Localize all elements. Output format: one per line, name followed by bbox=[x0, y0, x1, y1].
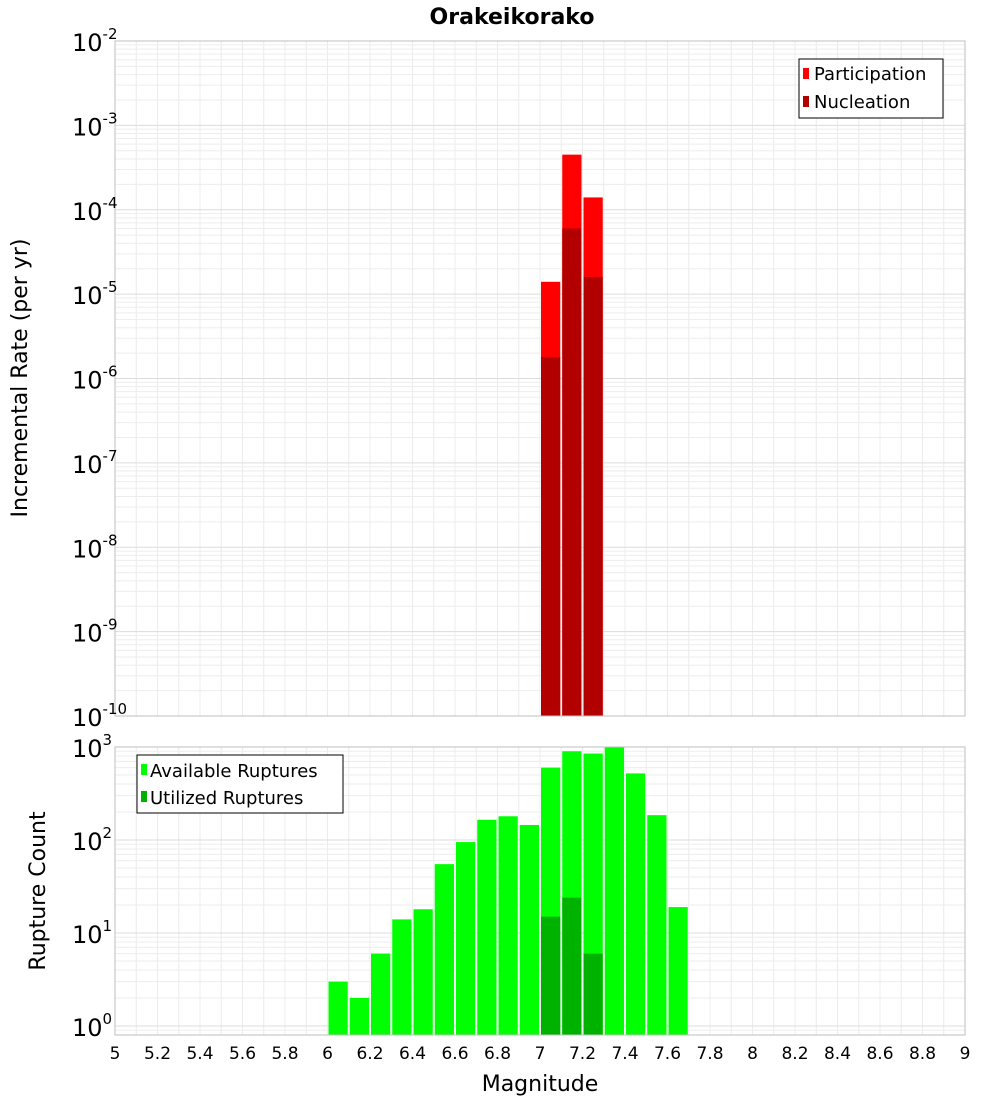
count-bar-utilized-ruptures bbox=[541, 916, 561, 1035]
rate-legend: Participation Nucleation bbox=[798, 58, 944, 119]
rate-grid bbox=[114, 40, 966, 717]
count-bar-available-ruptures bbox=[456, 842, 476, 1035]
magnitude-x-tick-label: 7.2 bbox=[569, 1044, 596, 1064]
rate-y-tick-label: 10-10 bbox=[72, 700, 127, 732]
count-y-ticks: 103 102 101 100 bbox=[72, 731, 112, 1042]
magnitude-x-tick-label: 5.8 bbox=[271, 1044, 298, 1064]
magnitude-x-tick-label: 7 bbox=[535, 1044, 546, 1064]
count-bar-available-ruptures bbox=[328, 981, 348, 1035]
count-bar-utilized-ruptures bbox=[562, 897, 582, 1035]
magnitude-x-tick-label: 6.6 bbox=[441, 1044, 468, 1064]
count-bar-available-ruptures bbox=[626, 773, 646, 1035]
count-y-tick-label: 102 bbox=[72, 824, 112, 856]
count-panel: 103 102 101 100 5 5.2 5.4 5.6 5.8 6 6.2 6.4 6.6 6.8 7… bbox=[26, 731, 970, 1097]
count-y-axis-label: Rupture Count bbox=[26, 811, 51, 971]
magnitude-x-tick-label: 7.6 bbox=[654, 1044, 681, 1064]
count-bars bbox=[328, 747, 688, 1035]
utilized-legend-swatch bbox=[141, 791, 147, 802]
count-bar-utilized-ruptures bbox=[583, 953, 603, 1035]
rate-y-ticks: 10-2 10-3 10-4 10-5 10-6 10-7 10-8 10-9 10-10 bbox=[72, 25, 127, 732]
rate-y-tick-label: 10-4 bbox=[72, 194, 118, 226]
magnitude-x-tick-label: 8.4 bbox=[824, 1044, 851, 1064]
participation-legend-label: Participation bbox=[814, 64, 926, 85]
rate-bar-nucleation bbox=[562, 228, 582, 716]
rate-panel: 10-2 10-3 10-4 10-5 10-6 10-7 10-8 10-9 10-10 In… bbox=[8, 25, 966, 732]
count-bar-available-ruptures bbox=[498, 816, 518, 1035]
magnitude-x-tick-label: 5.6 bbox=[229, 1044, 256, 1064]
magnitude-x-tick-label: 7.4 bbox=[611, 1044, 638, 1064]
participation-legend-swatch bbox=[803, 68, 809, 79]
chart-title: Orakeikorako bbox=[430, 5, 595, 30]
count-y-tick-label: 103 bbox=[72, 731, 112, 763]
rate-y-tick-label: 10-6 bbox=[72, 363, 118, 395]
magnitude-x-tick-label: 5.2 bbox=[144, 1044, 171, 1064]
magnitude-x-tick-label: 6.4 bbox=[399, 1044, 426, 1064]
rate-y-tick-label: 10-7 bbox=[72, 447, 118, 479]
rate-plot-frame bbox=[114, 40, 966, 717]
count-y-tick-label: 101 bbox=[72, 917, 112, 949]
count-bar-available-ruptures bbox=[519, 824, 539, 1035]
rate-y-tick-label: 10-5 bbox=[72, 278, 118, 310]
magnitude-x-tick-label: 8.2 bbox=[781, 1044, 808, 1064]
rate-y-tick-label: 10-9 bbox=[72, 616, 118, 648]
magnitude-x-tick-label: 6.8 bbox=[484, 1044, 511, 1064]
utilized-legend-label: Utilized Ruptures bbox=[150, 788, 303, 809]
rate-bar-nucleation bbox=[583, 276, 603, 716]
count-y-tick-label: 100 bbox=[72, 1010, 112, 1042]
rate-y-tick-label: 10-3 bbox=[72, 109, 118, 141]
count-plot-frame bbox=[114, 746, 966, 1036]
count-legend-box bbox=[136, 754, 344, 814]
nucleation-legend-swatch bbox=[803, 96, 809, 107]
magnitude-x-tick-label: 5.4 bbox=[186, 1044, 213, 1064]
magnitude-x-tick-label: 8.6 bbox=[866, 1044, 893, 1064]
rate-y-tick-label: 10-8 bbox=[72, 531, 118, 563]
magnitude-x-tick-label: 8.8 bbox=[909, 1044, 936, 1064]
magnitude-x-tick-label: 8 bbox=[747, 1044, 758, 1064]
count-bar-available-ruptures bbox=[371, 953, 391, 1035]
rate-bars bbox=[541, 154, 603, 717]
nucleation-legend-label: Nucleation bbox=[814, 92, 910, 113]
magnitude-x-tick-label: 7.8 bbox=[696, 1044, 723, 1064]
rate-y-tick-label: 10-2 bbox=[72, 25, 118, 57]
magnitude-x-tick-label: 9 bbox=[960, 1044, 971, 1064]
magnitude-x-tick-label: 6.2 bbox=[356, 1044, 383, 1064]
rate-y-axis-label: Incremental Rate (per yr) bbox=[8, 239, 33, 518]
available-legend-swatch bbox=[141, 764, 147, 775]
available-legend-label: Available Ruptures bbox=[150, 761, 318, 782]
magnitude-x-tick-label: 5 bbox=[110, 1044, 121, 1064]
rate-legend-box bbox=[798, 58, 944, 119]
count-bar-available-ruptures bbox=[477, 819, 497, 1035]
count-bar-available-ruptures bbox=[413, 909, 433, 1035]
count-bar-available-ruptures bbox=[392, 919, 412, 1035]
rate-bar-nucleation bbox=[541, 356, 561, 716]
count-bar-available-ruptures bbox=[668, 907, 688, 1035]
count-legend: Available Ruptures Utilized Ruptures bbox=[136, 754, 344, 814]
magnitude-x-ticks: 5 5.2 5.4 5.6 5.8 6 6.2 6.4 6.6 6.8 7 7.2 7.4 7.6 7.8 8… bbox=[110, 1044, 971, 1064]
count-bar-available-ruptures bbox=[647, 815, 667, 1035]
magnitude-x-axis-label: Magnitude bbox=[482, 1072, 599, 1097]
magnitude-x-tick-label: 6 bbox=[322, 1044, 333, 1064]
count-bar-available-ruptures bbox=[604, 747, 624, 1035]
count-bar-available-ruptures bbox=[434, 864, 454, 1035]
count-bar-available-ruptures bbox=[349, 997, 369, 1035]
